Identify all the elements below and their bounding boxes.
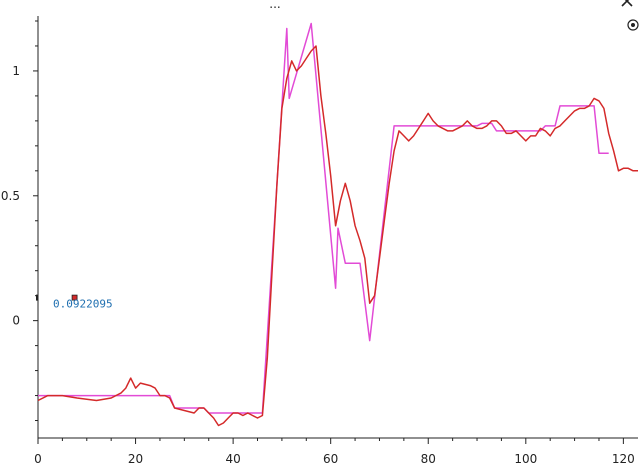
cursor-readout-value: 0.0922095 bbox=[53, 298, 113, 311]
x-tick-label: 60 bbox=[323, 452, 338, 466]
y-tick-label: 0.5 bbox=[1, 189, 20, 203]
cursor-marker bbox=[71, 294, 78, 301]
y-tick-label: 0 bbox=[12, 314, 20, 328]
series-line-1 bbox=[38, 22, 609, 414]
x-tick-label: 80 bbox=[421, 452, 436, 466]
cursor-readout: 0.0922095 bbox=[36, 294, 113, 311]
more-options-button[interactable]: ... bbox=[269, 0, 280, 11]
close-icon[interactable] bbox=[621, 0, 633, 7]
series-layer bbox=[37, 22, 638, 427]
x-tick-label: 20 bbox=[128, 452, 143, 466]
target-icon[interactable] bbox=[627, 19, 639, 31]
x-tick-label: 0 bbox=[34, 452, 42, 466]
x-tick-label: 100 bbox=[514, 452, 537, 466]
y-tick-label: 1 bbox=[12, 64, 20, 78]
series-line-2 bbox=[37, 45, 638, 427]
x-tick-label: 40 bbox=[225, 452, 240, 466]
axes: 0 20 40 60 80 100 120 0 0.5 1 bbox=[1, 16, 638, 466]
x-tick-label: 120 bbox=[612, 452, 635, 466]
